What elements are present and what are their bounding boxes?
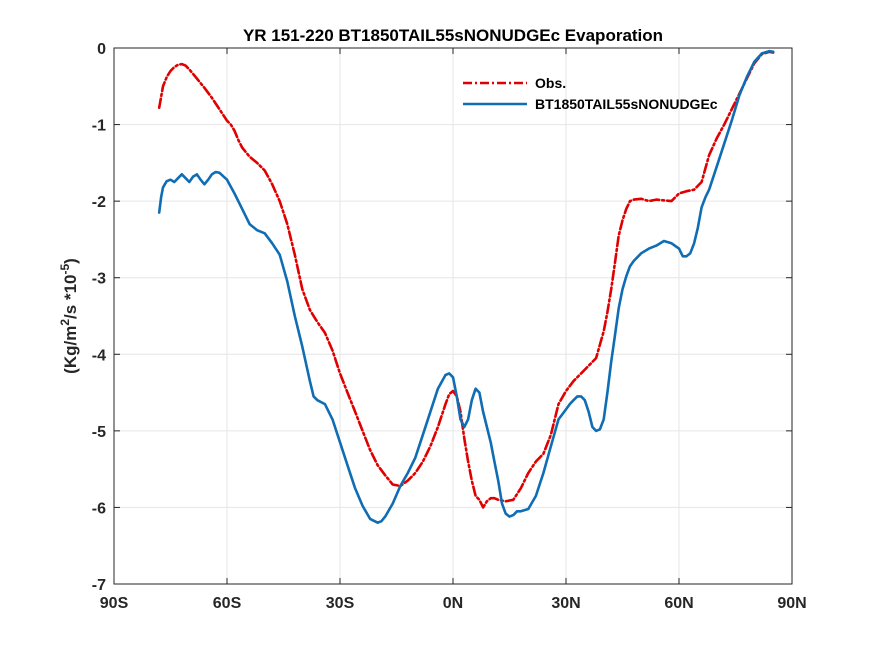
x-tick-label: 60N	[664, 595, 693, 612]
x-tick-label: 0N	[443, 595, 463, 612]
y-label-part-2: /s *10	[61, 275, 80, 319]
y-tick-label: -3	[92, 271, 106, 288]
x-tick-label: 90S	[100, 595, 129, 612]
y-tick-label: -2	[92, 194, 106, 211]
x-tick-label: 30S	[326, 595, 355, 612]
y-axis-label: (Kg/m2/s *10-5)	[58, 258, 80, 374]
grid	[114, 48, 792, 584]
y-tick-label: -1	[92, 118, 106, 135]
chart-title: YR 151-220 BT1850TAIL55sNONUDGEc Evapora…	[243, 26, 663, 45]
x-tick-label: 60S	[213, 595, 242, 612]
x-tick-label: 90N	[777, 595, 806, 612]
series-line-obs	[157, 50, 775, 509]
series-layer	[157, 49, 775, 525]
y-label-part-1: (Kg/m	[61, 326, 80, 374]
axis-ticks: 90S 60S 30S 0N 30N 60N 90N -7 -6 -5 -4 -3 -2 -1 0	[92, 41, 807, 612]
series-line-model	[157, 49, 775, 525]
x-tick-label: 30N	[551, 595, 580, 612]
y-tick-label: 0	[97, 41, 106, 58]
y-tick-label: -5	[92, 424, 106, 441]
y-tick-label: -7	[92, 577, 106, 594]
legend-label-model: BT1850TAIL55sNONUDGEc	[535, 96, 718, 112]
legend-label-obs: Obs.	[535, 75, 566, 91]
y-tick-label: -6	[92, 500, 106, 517]
legend: Obs. BT1850TAIL55sNONUDGEc	[463, 75, 718, 112]
y-label-superscript-1: 2	[58, 319, 72, 326]
y-label-superscript-2: -5	[58, 264, 72, 275]
y-label-part-3: )	[61, 258, 80, 264]
y-tick-label: -4	[92, 347, 106, 364]
